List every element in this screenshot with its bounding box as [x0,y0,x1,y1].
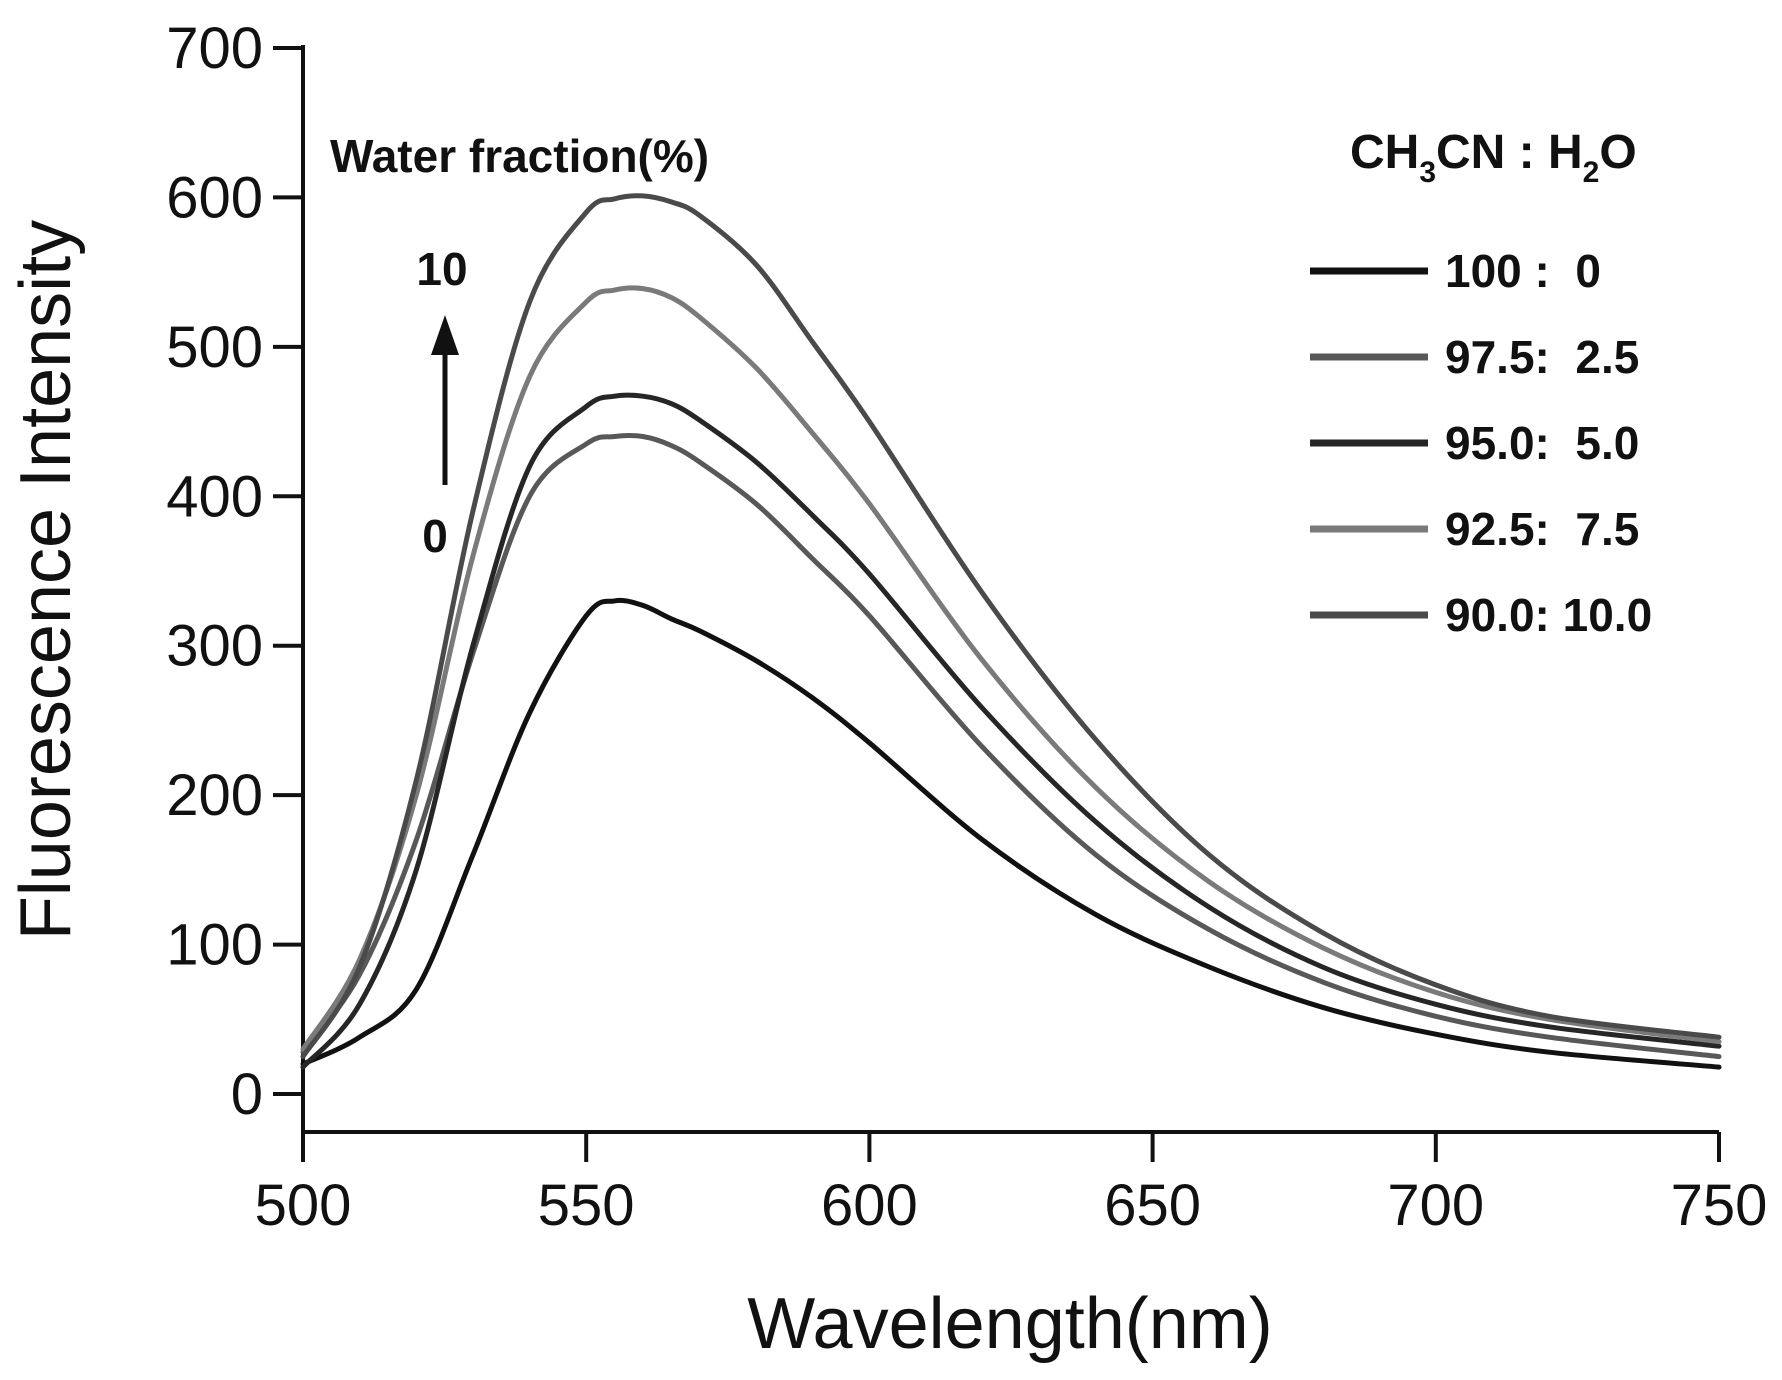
y-tick-label: 700 [166,16,263,81]
arrow-top-label: 10 [416,243,467,295]
y-tick-label: 300 [166,614,263,679]
series-line-0 [303,600,1719,1067]
y-tick-label: 500 [166,315,263,380]
series-line-2 [303,395,1719,1067]
legend-label-2: 95.0: 5.0 [1445,417,1639,469]
series-line-3 [303,288,1719,1049]
arrow-bottom-label: 0 [422,510,448,562]
x-axis-title: Wavelength(nm) [747,1284,1273,1364]
legend-title-part: O [1599,126,1636,179]
legend-title-subscript: 2 [1583,156,1600,189]
x-tick-label: 700 [1387,1173,1484,1238]
y-tick-label: 600 [166,165,263,230]
legend-label-0: 100 : 0 [1445,245,1601,297]
x-ticks: 500 550 600 650 700 750 [255,1132,1768,1238]
legend-label-4: 90.0: 10.0 [1445,589,1652,641]
y-tick-label: 0 [231,1062,263,1127]
legend-label-1: 97.5: 2.5 [1445,331,1639,383]
y-ticks: 0 100 200 300 400 500 600 700 [166,16,303,1127]
x-tick-label: 550 [538,1173,635,1238]
y-tick-label: 200 [166,763,263,828]
y-tick-label: 400 [166,464,263,529]
fluorescence-chart: 0100200300400500600700 50055060065070075… [0,0,1782,1380]
arrow-head-icon [431,315,459,355]
x-tick-label: 500 [255,1173,352,1238]
legend: CH3CN : H2O 100 : 0 97.5: 2.5 95.0: 5.0 92.… [1310,126,1652,641]
legend-title-part: CN : H [1436,126,1583,179]
legend-title-part: CH [1350,126,1419,179]
x-tick-label: 650 [1104,1173,1201,1238]
legend-items: 100 : 0 97.5: 2.5 95.0: 5.0 92.5: 7.5 90.0: … [1310,245,1652,641]
x-tick-label: 600 [821,1173,918,1238]
x-tick-label: 750 [1671,1173,1768,1238]
legend-title-subscript: 3 [1419,156,1436,189]
y-axis-title: Fluorescence Intensity [6,220,86,940]
legend-title: CH3CN : H2O [1350,126,1637,189]
annotation-label: Water fraction(%) [330,130,709,182]
legend-label-3: 92.5: 7.5 [1445,503,1639,555]
y-tick-label: 100 [166,913,263,978]
